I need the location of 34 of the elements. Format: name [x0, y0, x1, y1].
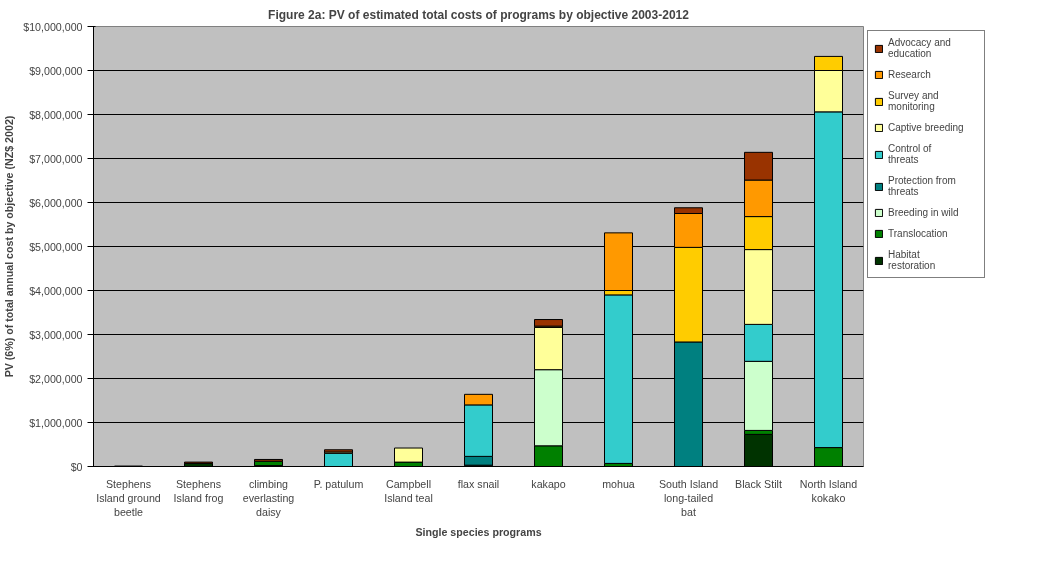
- legend-label: Habitat restoration: [888, 249, 937, 271]
- y-tick-label: $4,000,000: [29, 284, 83, 297]
- legend-label: Research: [888, 69, 932, 80]
- x-axis-title: Single species programs: [415, 526, 542, 539]
- x-tick-label: Black Stilt: [735, 477, 782, 490]
- chart-title: Figure 2a: PV of estimated total costs of programs by objective 2003-2012: [268, 7, 690, 22]
- x-tick-label: climbing everlasting daisy: [242, 477, 295, 519]
- y-tick-label: $2,000,000: [29, 372, 83, 385]
- y-tick-label: $5,000,000: [29, 240, 83, 253]
- legend-label: Protection from threats: [888, 175, 957, 197]
- y-axis-title: PV (6%) of total annual cost by objective (NZ$ 2002): [3, 115, 16, 378]
- x-tick-label: kakapo: [531, 477, 566, 490]
- y-tick-label: $3,000,000: [29, 328, 83, 341]
- legend-label: Captive breeding: [888, 122, 965, 133]
- y-tick-label: $6,000,000: [29, 196, 83, 209]
- y-tick-label: $0: [70, 460, 83, 473]
- x-tick-label: P. patulum: [313, 477, 364, 490]
- y-tick-label: $7,000,000: [29, 152, 83, 165]
- x-tick-label: Stephens Island ground beetle: [96, 477, 161, 519]
- y-tick-label: $1,000,000: [29, 416, 83, 429]
- legend-label: Survey and monitoring: [888, 90, 940, 112]
- x-tick-label: North Island kokako: [799, 477, 858, 504]
- y-tick-label: $9,000,000: [29, 64, 83, 77]
- x-tick-label: Stephens Island frog: [173, 477, 224, 504]
- legend-label: Advocacy and education: [888, 37, 952, 59]
- x-tick-label: Campbell Island teal: [384, 477, 433, 504]
- legend-label: Control of threats: [888, 143, 933, 165]
- legend-label: Translocation: [888, 228, 949, 239]
- x-tick-label: flax snail: [457, 477, 500, 490]
- y-tick-label: $10,000,000: [23, 20, 83, 33]
- x-tick-label: South Island long-tailed bat: [658, 477, 719, 519]
- x-tick-label: mohua: [602, 477, 635, 490]
- legend-label: Breeding in wild: [888, 207, 960, 218]
- y-tick-label: $8,000,000: [29, 108, 83, 121]
